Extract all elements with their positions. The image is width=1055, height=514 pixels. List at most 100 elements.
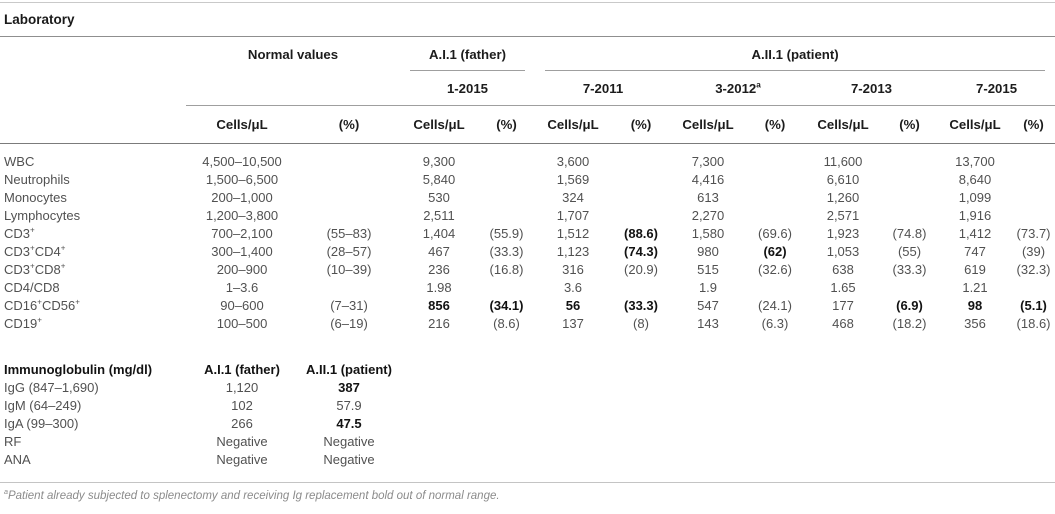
value-cell: (6.9) [896,298,923,313]
value-cell: 1.21 [962,280,988,295]
table-row: CD3+ 700–2,100 (55–83) 1,404 (55.9) 1,512 (88.… [0,225,1055,243]
value-cell [745,207,805,225]
row-label: RF [4,434,22,449]
value-cell: (73.7) [1016,226,1051,241]
table-row: Lymphocytes 1,200–3,800 2,511 1,707 2,270 2,5… [0,207,1055,225]
table-footnote: aPatient already subjected to splenectom… [4,488,500,502]
ig-section-title: Immunoglobulin (mg/dl) [4,362,153,377]
ig-header-row: Immunoglobulin (mg/dl) A.I.1 (father) A.II… [0,359,1055,379]
value-cell: (69.6) [758,226,792,241]
laboratory-table-figure: Laboratory Normal values A.I.1 (father) A.… [0,2,1055,502]
value-cell: 9,300 [422,154,456,169]
table-row: Neutrophils 1,500–6,500 5,840 1,569 4,416 6,6… [0,171,1055,189]
value-cell: 3.6 [563,280,583,295]
value-cell: 387 [338,380,360,395]
value-cell [478,207,535,225]
value-cell: 619 [964,262,986,277]
value-cell: 980 [697,244,719,259]
value-cell: (33.3) [489,244,524,259]
value-cell: 1,123 [556,244,590,259]
value-cell: 1.9 [698,280,718,295]
date-header-row: 1-2015 7-2011 3-2012a 7-2013 7-2015 [0,71,1055,106]
value-cell: 530 [428,190,450,205]
value-cell [745,189,805,207]
value-cell: (20.9) [624,262,658,277]
value-cell: 137 [562,316,584,331]
value-cell: (7–31) [330,298,368,313]
table-row: Monocytes 200–1,000 530 324 613 1,260 1,099 [0,189,1055,207]
value-cell: 3,600 [556,154,590,169]
row-label: Lymphocytes [4,208,81,223]
value-cell: Negative [323,434,375,449]
top-rule [0,2,1055,3]
row-label: WBC [4,154,35,169]
row-label: CD19+ [4,315,42,331]
row-label: IgG (847–1,690) [4,380,99,395]
group-header: A.II.1 (patient) [535,37,1055,71]
value-cell: 316 [562,262,584,277]
value-cell: (32.3) [1016,262,1051,277]
value-cell: (55.9) [489,226,524,241]
bottom-rule [0,482,1055,483]
spacer-cell [0,333,1055,359]
table-row: CD4/CD8 1–3.6 1.98 3.6 1.9 1.65 1.21 [0,279,1055,297]
row-label: CD3+ [4,225,35,241]
value-cell: 356 [964,316,986,331]
value-cell: 1,053 [826,244,860,259]
empty-cell [400,359,1055,379]
value-cell: 7,300 [691,154,725,169]
value-cell: (10–39) [326,262,372,277]
value-cell [298,171,400,189]
value-cell: 8,640 [958,172,992,187]
value-cell: 200–1,000 [211,190,273,205]
value-cell: 1,500–6,500 [205,172,279,187]
value-cell: Negative [323,452,375,467]
value-cell: 143 [697,316,719,331]
value-cell: 638 [832,262,854,277]
value-cell: 1,580 [691,226,725,241]
ig-table-row: ANA Negative Negative [0,451,1055,469]
unit-header-pct: (%) [1012,105,1055,144]
row-label: Neutrophils [4,172,70,187]
value-cell: 236 [428,262,450,277]
value-cell: 6,610 [826,172,860,187]
value-cell: 100–500 [216,316,268,331]
value-cell: 613 [697,190,719,205]
value-cell: (62) [763,244,787,259]
row-label: CD4/CD8 [4,280,60,295]
value-cell: 1,569 [556,172,590,187]
value-cell: (5.1) [1020,298,1047,313]
row-label: CD3+CD4+ [4,243,66,259]
empty-cell [400,415,1055,433]
value-cell: 300–1,400 [211,244,273,259]
value-cell: 47.5 [336,416,362,431]
value-cell: (33.3) [892,262,927,277]
unit-header-cells: Cells/μL [938,105,1012,144]
lab-table: Normal values A.I.1 (father) A.II.1 (patie… [0,37,1055,469]
value-cell [611,207,671,225]
units-header-row: Cells/μL (%) Cells/μL (%) Cells/μL (%) Cells/μ… [0,105,1055,144]
date-header: 7-2011 [535,71,671,106]
group-header-label: A.I.1 (father) [410,47,525,71]
value-cell: (28–57) [326,244,372,259]
table-row: CD19+ 100–500 (6–19) 216 (8.6) 137 (8) 143 (6.3)… [0,315,1055,333]
value-cell: 102 [231,398,253,413]
ig-col-father: A.I.1 (father) [204,362,280,377]
value-cell: 200–900 [216,262,268,277]
empty-cell [400,451,1055,469]
value-cell: 2,511 [423,208,455,223]
table-row: CD3+CD4+ 300–1,400 (28–57) 467 (33.3) 1,123 (7… [0,243,1055,261]
value-cell: 515 [697,262,719,277]
row-label: IgA (99–300) [4,416,79,431]
value-cell: 1,412 [958,226,992,241]
value-cell: 856 [428,298,450,313]
empty-span-cell [186,71,400,106]
unit-header-cells: Cells/μL [805,105,881,144]
value-cell: 1,260 [826,190,860,205]
row-label: ANA [4,452,31,467]
table-row: WBC 4,500–10,500 9,300 3,600 7,300 11,600 13,7… [0,144,1055,172]
table-header: Normal values A.I.1 (father) A.II.1 (patie… [0,37,1055,144]
value-cell [298,279,400,297]
value-cell [611,144,671,172]
value-cell: Negative [216,452,268,467]
